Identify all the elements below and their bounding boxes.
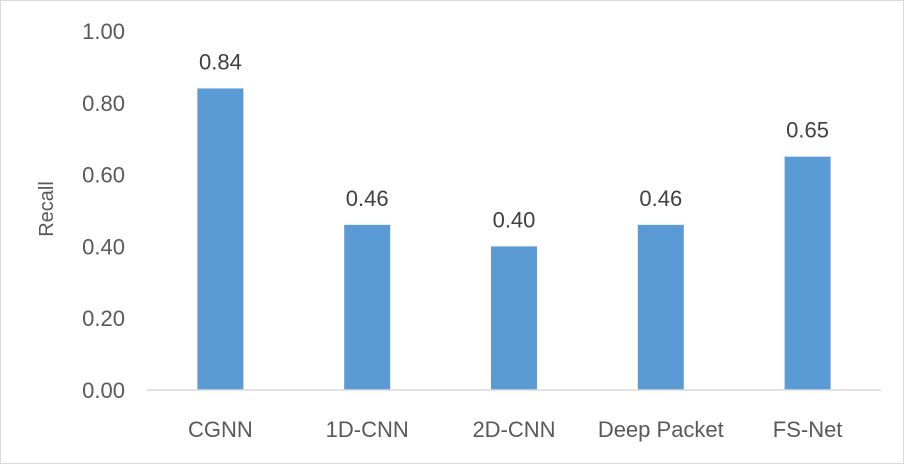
data-label: 0.46 — [346, 186, 389, 211]
data-label: 0.40 — [493, 207, 536, 232]
y-tick-label: 1.00 — [82, 19, 125, 44]
y-tick-label: 0.80 — [82, 91, 125, 116]
y-tick-label: 0.40 — [82, 234, 125, 259]
x-tick-label: 2D-CNN — [472, 417, 555, 442]
data-label: 0.84 — [199, 49, 242, 74]
x-tick-label: 1D-CNN — [326, 417, 409, 442]
y-tick-label: 0.60 — [82, 163, 125, 188]
data-label: 0.46 — [639, 186, 682, 211]
y-tick-label: 0.20 — [82, 306, 125, 331]
bar-1d-cnn — [344, 224, 391, 390]
bar-2d-cnn — [491, 246, 537, 390]
data-label: 0.65 — [786, 118, 829, 143]
x-tick-label: Deep Packet — [598, 417, 724, 442]
bar-deep-packet — [637, 224, 684, 390]
x-tick-label: CGNN — [188, 417, 253, 442]
y-axis-title: Recall — [36, 181, 58, 237]
bar-cgnn — [197, 88, 244, 390]
y-tick-label: 0.00 — [82, 378, 125, 403]
bar-fs-net — [784, 156, 831, 390]
x-tick-label: FS-Net — [773, 417, 843, 442]
